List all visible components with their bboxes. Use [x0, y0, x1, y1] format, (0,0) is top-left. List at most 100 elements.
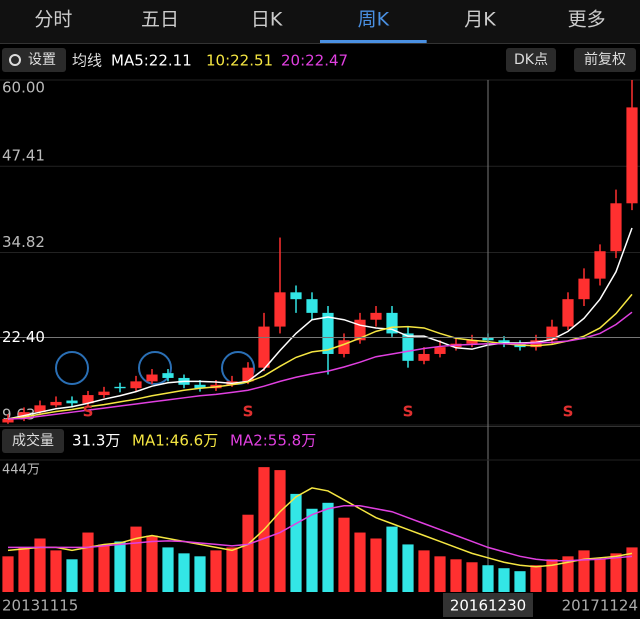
volume-bar [194, 556, 206, 592]
dk-button[interactable]: DK点 [506, 48, 556, 72]
candle-body [466, 340, 478, 344]
candle-body [258, 326, 270, 368]
signal-icon[interactable] [55, 351, 89, 385]
tab[interactable]: 周K [358, 9, 390, 31]
candle-body [146, 374, 158, 382]
tab[interactable]: 月K [464, 9, 496, 31]
tab[interactable]: 五日 [141, 9, 179, 31]
candle-body [338, 340, 350, 354]
volume-bar [178, 553, 190, 592]
button-bg [2, 48, 66, 72]
candle-body [2, 419, 14, 423]
y-tick-label: 60.00 [2, 79, 45, 97]
candle-body [418, 353, 430, 361]
y-tick-label: 444万 [2, 463, 40, 478]
volume-bar [578, 550, 590, 592]
volume-bar [82, 532, 94, 592]
candle-body [578, 278, 590, 300]
candle-body [194, 384, 206, 389]
tab[interactable]: 日K [251, 9, 283, 31]
volume-bar [338, 517, 350, 592]
volume-bar [242, 514, 254, 592]
candle-body [50, 401, 62, 406]
crosshair-label: 22.40 [2, 328, 45, 346]
candle-body [610, 203, 622, 252]
dk-label: DK点 [514, 52, 548, 68]
adjust-label: 前复权 [584, 51, 626, 68]
ma-line [7, 311, 633, 420]
settings-button[interactable]: 设置 [2, 48, 66, 72]
candle-body [82, 395, 94, 404]
x-tick-label: 20161230 [450, 597, 526, 615]
signal-icon[interactable] [138, 351, 172, 385]
ma-line [7, 293, 633, 420]
volume-bar [210, 550, 222, 592]
volume-bar [98, 544, 110, 592]
volume-current: 31.3万 [72, 432, 120, 450]
ma-label: 均线 [72, 52, 102, 70]
candle-body [370, 312, 382, 320]
tab[interactable]: 分时 [34, 9, 72, 31]
volume-bar [354, 532, 366, 592]
ma20-value: 20:22.47 [281, 52, 348, 70]
volume-bar [530, 565, 542, 592]
candle-body [242, 367, 254, 382]
candle-body [546, 326, 558, 341]
x-tick-label: 20131115 [2, 597, 78, 615]
y-tick-label: 34.82 [2, 233, 45, 251]
volume-bar [370, 538, 382, 592]
volume-bar [146, 535, 158, 592]
candle-body [562, 299, 574, 327]
candle-body [434, 347, 446, 354]
candle-body [322, 312, 334, 354]
candle-body [386, 312, 398, 334]
ma5-value: MA5:22.11 [111, 52, 192, 70]
date-bar [0, 593, 640, 619]
volume-bar [434, 556, 446, 592]
volume-bar [114, 541, 126, 592]
volume-bar [546, 559, 558, 592]
volume-bar [386, 526, 398, 592]
adjust-button[interactable]: 前复权 [574, 48, 636, 72]
volume-bar [66, 559, 78, 592]
volume-bar [402, 544, 414, 592]
volume-bar [2, 556, 14, 592]
candle-body [402, 333, 414, 361]
candle-body [354, 319, 366, 341]
tab-bar [0, 0, 640, 43]
volume-bar [562, 556, 574, 592]
button-bg [2, 429, 64, 453]
x-tick-label: 20171124 [562, 597, 638, 615]
volume-bar [18, 547, 30, 592]
tab-indicator [320, 40, 427, 43]
volume-bar [594, 559, 606, 592]
volume-ma2: MA2:55.8万 [230, 432, 316, 450]
settings-label: 设置 [28, 52, 56, 68]
button-bg [506, 48, 556, 72]
volume-bar [162, 547, 174, 592]
candle-body [98, 391, 110, 396]
candle-body [306, 299, 318, 313]
gear-icon [9, 54, 21, 66]
tab[interactable]: 更多 [568, 9, 606, 31]
y-tick-label: 47.41 [2, 147, 45, 165]
volume-bar [290, 493, 302, 592]
button-bg [574, 48, 636, 72]
volume-bar [466, 562, 478, 592]
candle-body [626, 107, 638, 204]
candle-body [290, 292, 302, 300]
ma10-value: 10:22.51 [206, 52, 273, 70]
candle-body [114, 386, 126, 389]
volume-bar [514, 571, 526, 592]
signal-label: S [83, 403, 94, 421]
candle-body [66, 400, 78, 404]
volume-button[interactable]: 成交量 [2, 429, 64, 453]
volume-bar [610, 553, 622, 592]
volume-bar [306, 508, 318, 592]
volume-bar [322, 502, 334, 592]
signal-label: S [403, 403, 414, 421]
volume-bar [130, 526, 142, 592]
signal-label: S [243, 403, 254, 421]
